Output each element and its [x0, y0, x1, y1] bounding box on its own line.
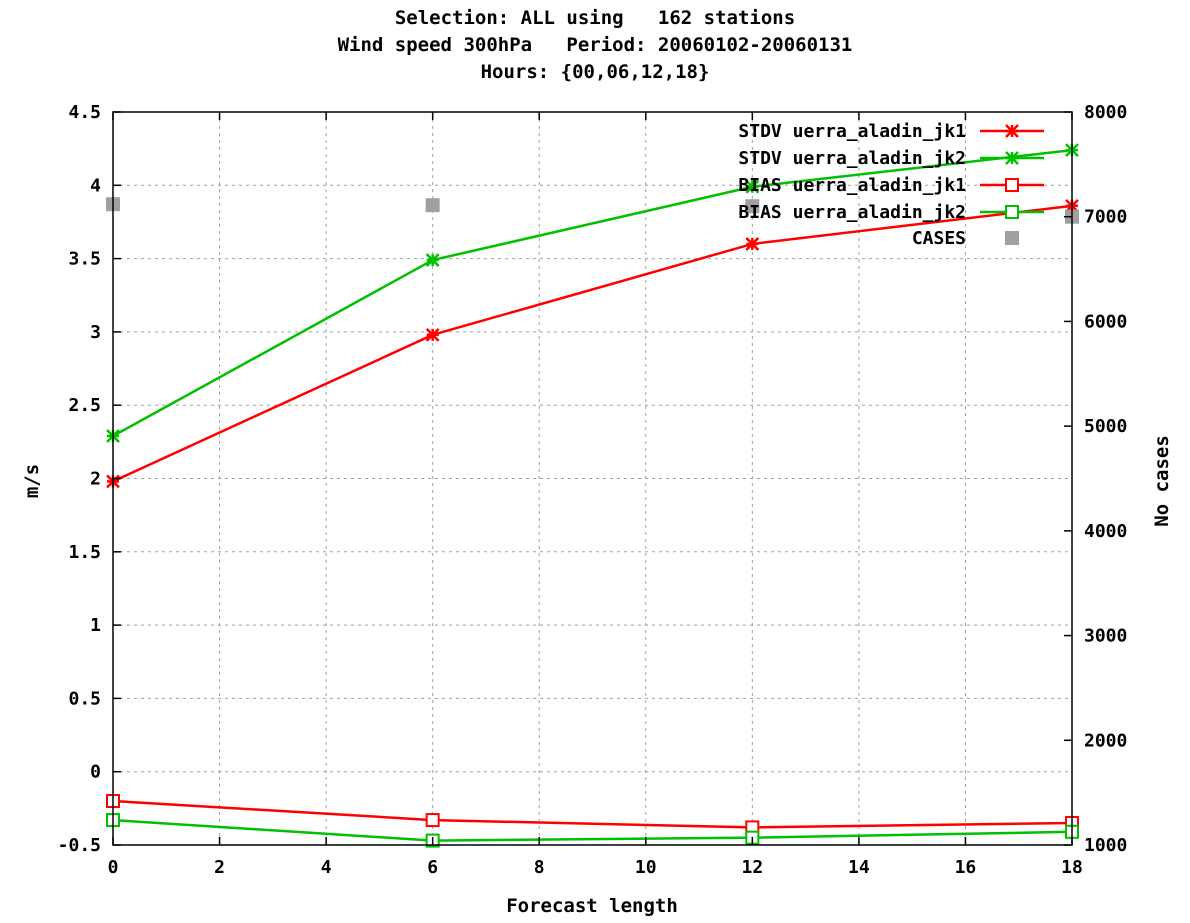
- chart-title: Selection: ALL using 162 stations Wind s…: [338, 7, 853, 83]
- x-tick-label: 14: [848, 857, 870, 878]
- marker-stroke: [745, 237, 760, 251]
- y2-axis-label: No cases: [1151, 435, 1173, 527]
- series-line: [112, 799, 1073, 829]
- x-tick-label: 16: [955, 857, 977, 878]
- legend: STDV uerra_aladin_jk1 STDV uerra_aladin_j…: [738, 121, 1044, 249]
- data-point: [745, 237, 760, 251]
- y2-tick-label: 2000: [1084, 730, 1127, 751]
- y2-tick-label: 7000: [1084, 207, 1127, 228]
- legend-label: CASES: [912, 228, 966, 249]
- y2-tick-label: 8000: [1084, 102, 1127, 123]
- grid: [113, 112, 1072, 845]
- x-tick-label: 18: [1061, 857, 1083, 878]
- y2-tick-label: 3000: [1084, 626, 1127, 647]
- legend-marker: [1005, 231, 1019, 245]
- marker-stroke: [1005, 151, 1019, 165]
- data-point: [425, 813, 440, 828]
- x-tick-label: 2: [214, 857, 225, 878]
- x-tick-label: 12: [741, 857, 763, 878]
- series-line: [112, 204, 1073, 483]
- data-point: [425, 327, 440, 342]
- data-point: [425, 253, 440, 267]
- legend-marker: [1005, 205, 1019, 219]
- title-line-2: Wind speed 300hPa Period: 20060102-20060…: [338, 34, 853, 56]
- legend-label: BIAS uerra_aladin_jk2: [738, 202, 966, 223]
- y-tick-label: 1.5: [68, 542, 101, 563]
- x-tick-label: 4: [321, 857, 332, 878]
- data-point: [745, 179, 760, 194]
- y-tick-label: 1: [90, 615, 101, 636]
- series-5: [106, 197, 1079, 224]
- legend-label: STDV uerra_aladin_jk2: [738, 148, 966, 169]
- y2-tick-label: 6000: [1084, 311, 1127, 332]
- y-tick-label: 2.5: [68, 395, 101, 416]
- x-tick-label: 8: [534, 857, 545, 878]
- y-tick-label: 4: [90, 175, 101, 196]
- legend-label: STDV uerra_aladin_jk1: [738, 121, 966, 142]
- title-line-1: Selection: ALL using 162 stations: [395, 7, 795, 29]
- series-3: [106, 794, 1079, 835]
- marker-stroke: [425, 253, 440, 267]
- legend-label: BIAS uerra_aladin_jk1: [738, 175, 966, 196]
- x-axis-label: Forecast length: [506, 895, 678, 917]
- series-4: [106, 813, 1079, 848]
- x-tick-label: 6: [427, 857, 438, 878]
- y-tick-label: 4.5: [68, 102, 101, 123]
- y2-tick-label: 1000: [1084, 835, 1127, 856]
- marker-stroke: [1005, 124, 1019, 138]
- legend-marker: [1005, 124, 1019, 138]
- y-tick-label: -0.5: [58, 835, 101, 856]
- y2-tick-label: 5000: [1084, 416, 1127, 437]
- marker-stroke: [745, 179, 760, 194]
- legend-marker: [1005, 178, 1019, 192]
- y-tick-label: 3: [90, 322, 101, 343]
- marker-stroke: [425, 327, 440, 342]
- series-line: [112, 148, 1073, 438]
- data-point: [745, 199, 760, 214]
- x-tick-label: 10: [635, 857, 657, 878]
- x-tick-label: 0: [108, 857, 119, 878]
- data-point: [425, 198, 440, 213]
- series-line: [112, 818, 1073, 842]
- title-line-3: Hours: {00,06,12,18}: [481, 61, 710, 83]
- y-tick-label: 0.5: [68, 688, 101, 709]
- y-tick-label: 3.5: [68, 249, 101, 270]
- y2-tick-label: 4000: [1084, 521, 1127, 542]
- y-axis-label: m/s: [21, 464, 43, 498]
- ticks: 0 2 4 6 8 10 12 14 16 18 -0.5 0 0.5 1 1.5 2 2.5 3 3.5 4 4.5 1…: [58, 102, 1128, 878]
- legend-marker: [1005, 151, 1019, 165]
- y-tick-label: 2: [90, 469, 101, 490]
- series: [106, 143, 1079, 848]
- y-tick-label: 0: [90, 762, 101, 783]
